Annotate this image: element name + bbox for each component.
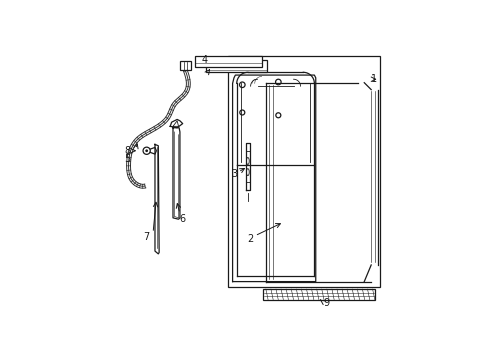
Text: 4: 4: [202, 55, 207, 66]
Text: 7: 7: [142, 232, 149, 242]
Text: 1: 1: [370, 74, 376, 84]
Bar: [228, 56, 379, 287]
FancyBboxPatch shape: [180, 61, 191, 70]
Text: 6: 6: [179, 214, 185, 224]
Text: 8: 8: [124, 146, 130, 156]
Text: 3: 3: [230, 169, 237, 179]
Bar: [206, 60, 267, 72]
Bar: [263, 289, 375, 300]
Text: 9: 9: [323, 298, 329, 308]
Circle shape: [145, 149, 148, 152]
Text: 2: 2: [247, 234, 253, 244]
Text: 5: 5: [124, 154, 130, 164]
Bar: [195, 56, 261, 67]
